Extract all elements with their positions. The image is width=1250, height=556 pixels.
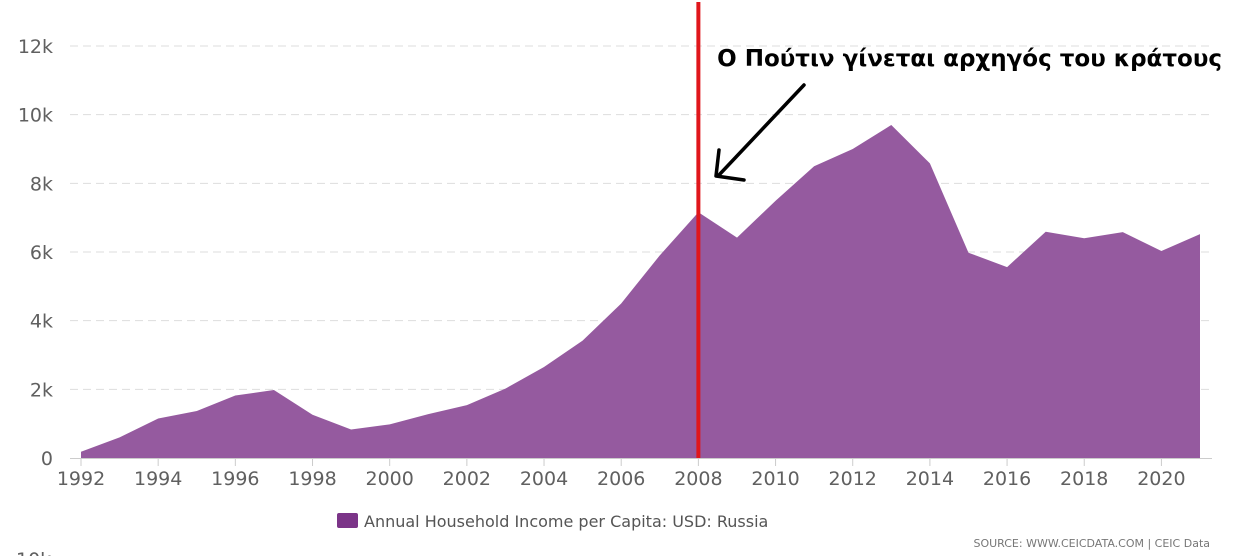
legend-swatch[interactable] [337,513,358,528]
y-tick-label: 12k [18,36,53,58]
x-tick-label: 2000 [366,468,414,490]
x-tick-label: 1994 [134,468,182,490]
x-tick-label: 2018 [1060,468,1108,490]
y-tick-label: 8k [30,173,53,195]
x-tick-label: 2004 [520,468,568,490]
x-tick-label: 2016 [983,468,1031,490]
x-tick-label: 1998 [288,468,336,490]
legend-label[interactable]: Annual Household Income per Capita: USD:… [364,512,768,531]
series-area [81,125,1200,458]
y-tick-label: 0 [41,448,53,470]
y-tick-label: 2k [30,379,53,401]
x-axis: 1992 1994 1996 1998 2000 2002 2004 2006 2008 2010… [57,458,1212,490]
x-tick-label: 2006 [597,468,645,490]
arrow-shaft [717,83,806,177]
x-tick-label: 2010 [751,468,799,490]
x-tick-label: 2008 [674,468,722,490]
y-tick-label: 4k [30,311,53,333]
partial-axis-label: 10k [16,549,51,556]
annotation-text: Ο Πούτιν γίνεται αρχηγός του κράτους [717,46,1222,72]
x-tick-label: 2012 [829,468,877,490]
x-tick-label: 1992 [57,468,105,490]
y-axis: 0 2k 4k 6k 8k 10k 12k [18,36,53,470]
x-tick-label: 1996 [211,468,259,490]
y-tick-label: 10k [18,105,53,127]
annotation-arrow [714,83,806,182]
x-tick-label: 2002 [443,468,491,490]
y-tick-label: 6k [30,242,53,264]
x-tick-label: 2020 [1137,468,1185,490]
source-credit: SOURCE: WWW.CEICDATA.COM | CEIC Data [973,537,1210,550]
arrow-head [714,148,746,182]
x-tick-label: 2014 [906,468,954,490]
